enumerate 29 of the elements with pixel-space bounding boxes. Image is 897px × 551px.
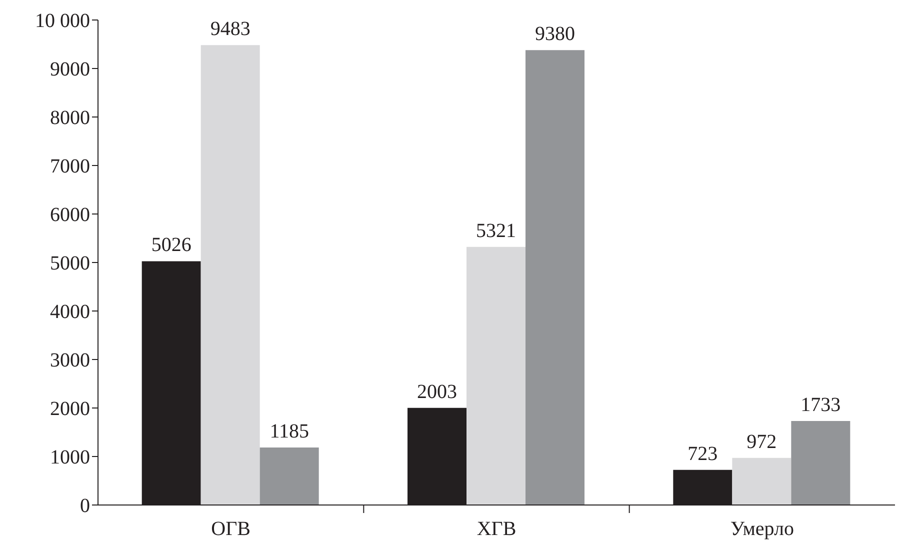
y-tick-label: 3000 [50, 350, 90, 372]
y-tick-label: 0 [80, 495, 90, 518]
bar [732, 458, 792, 505]
bar [200, 45, 260, 505]
y-tick-label: 2000 [50, 398, 90, 420]
data-label: 9380 [535, 23, 575, 46]
data-label: 2003 [417, 380, 457, 403]
x-tick-label: ОГВ [211, 518, 251, 540]
y-tick-label: 7000 [50, 156, 90, 178]
data-label: 9483 [210, 18, 250, 40]
bar [260, 448, 319, 505]
y-tick-label: 5000 [50, 252, 90, 275]
y-tick-label: 4000 [50, 301, 90, 324]
x-tick-label: ХГВ [476, 518, 516, 540]
y-tick-label: 9000 [50, 58, 90, 81]
y-tick-label: 1000 [50, 446, 90, 469]
bar [791, 420, 850, 505]
data-label: 1733 [800, 394, 841, 416]
bar [466, 246, 526, 505]
x-tick-label: Умерло [730, 518, 794, 540]
data-label: 723 [688, 442, 718, 465]
data-label: 5026 [151, 234, 192, 256]
data-label: 1185 [270, 420, 309, 443]
bar [526, 50, 584, 505]
data-label: 5321 [476, 220, 516, 242]
y-tick-label: 10 000 [35, 10, 90, 32]
data-label: 972 [746, 430, 777, 453]
y-tick-label: 8000 [50, 107, 90, 130]
y-tick-label: 6000 [50, 204, 90, 226]
